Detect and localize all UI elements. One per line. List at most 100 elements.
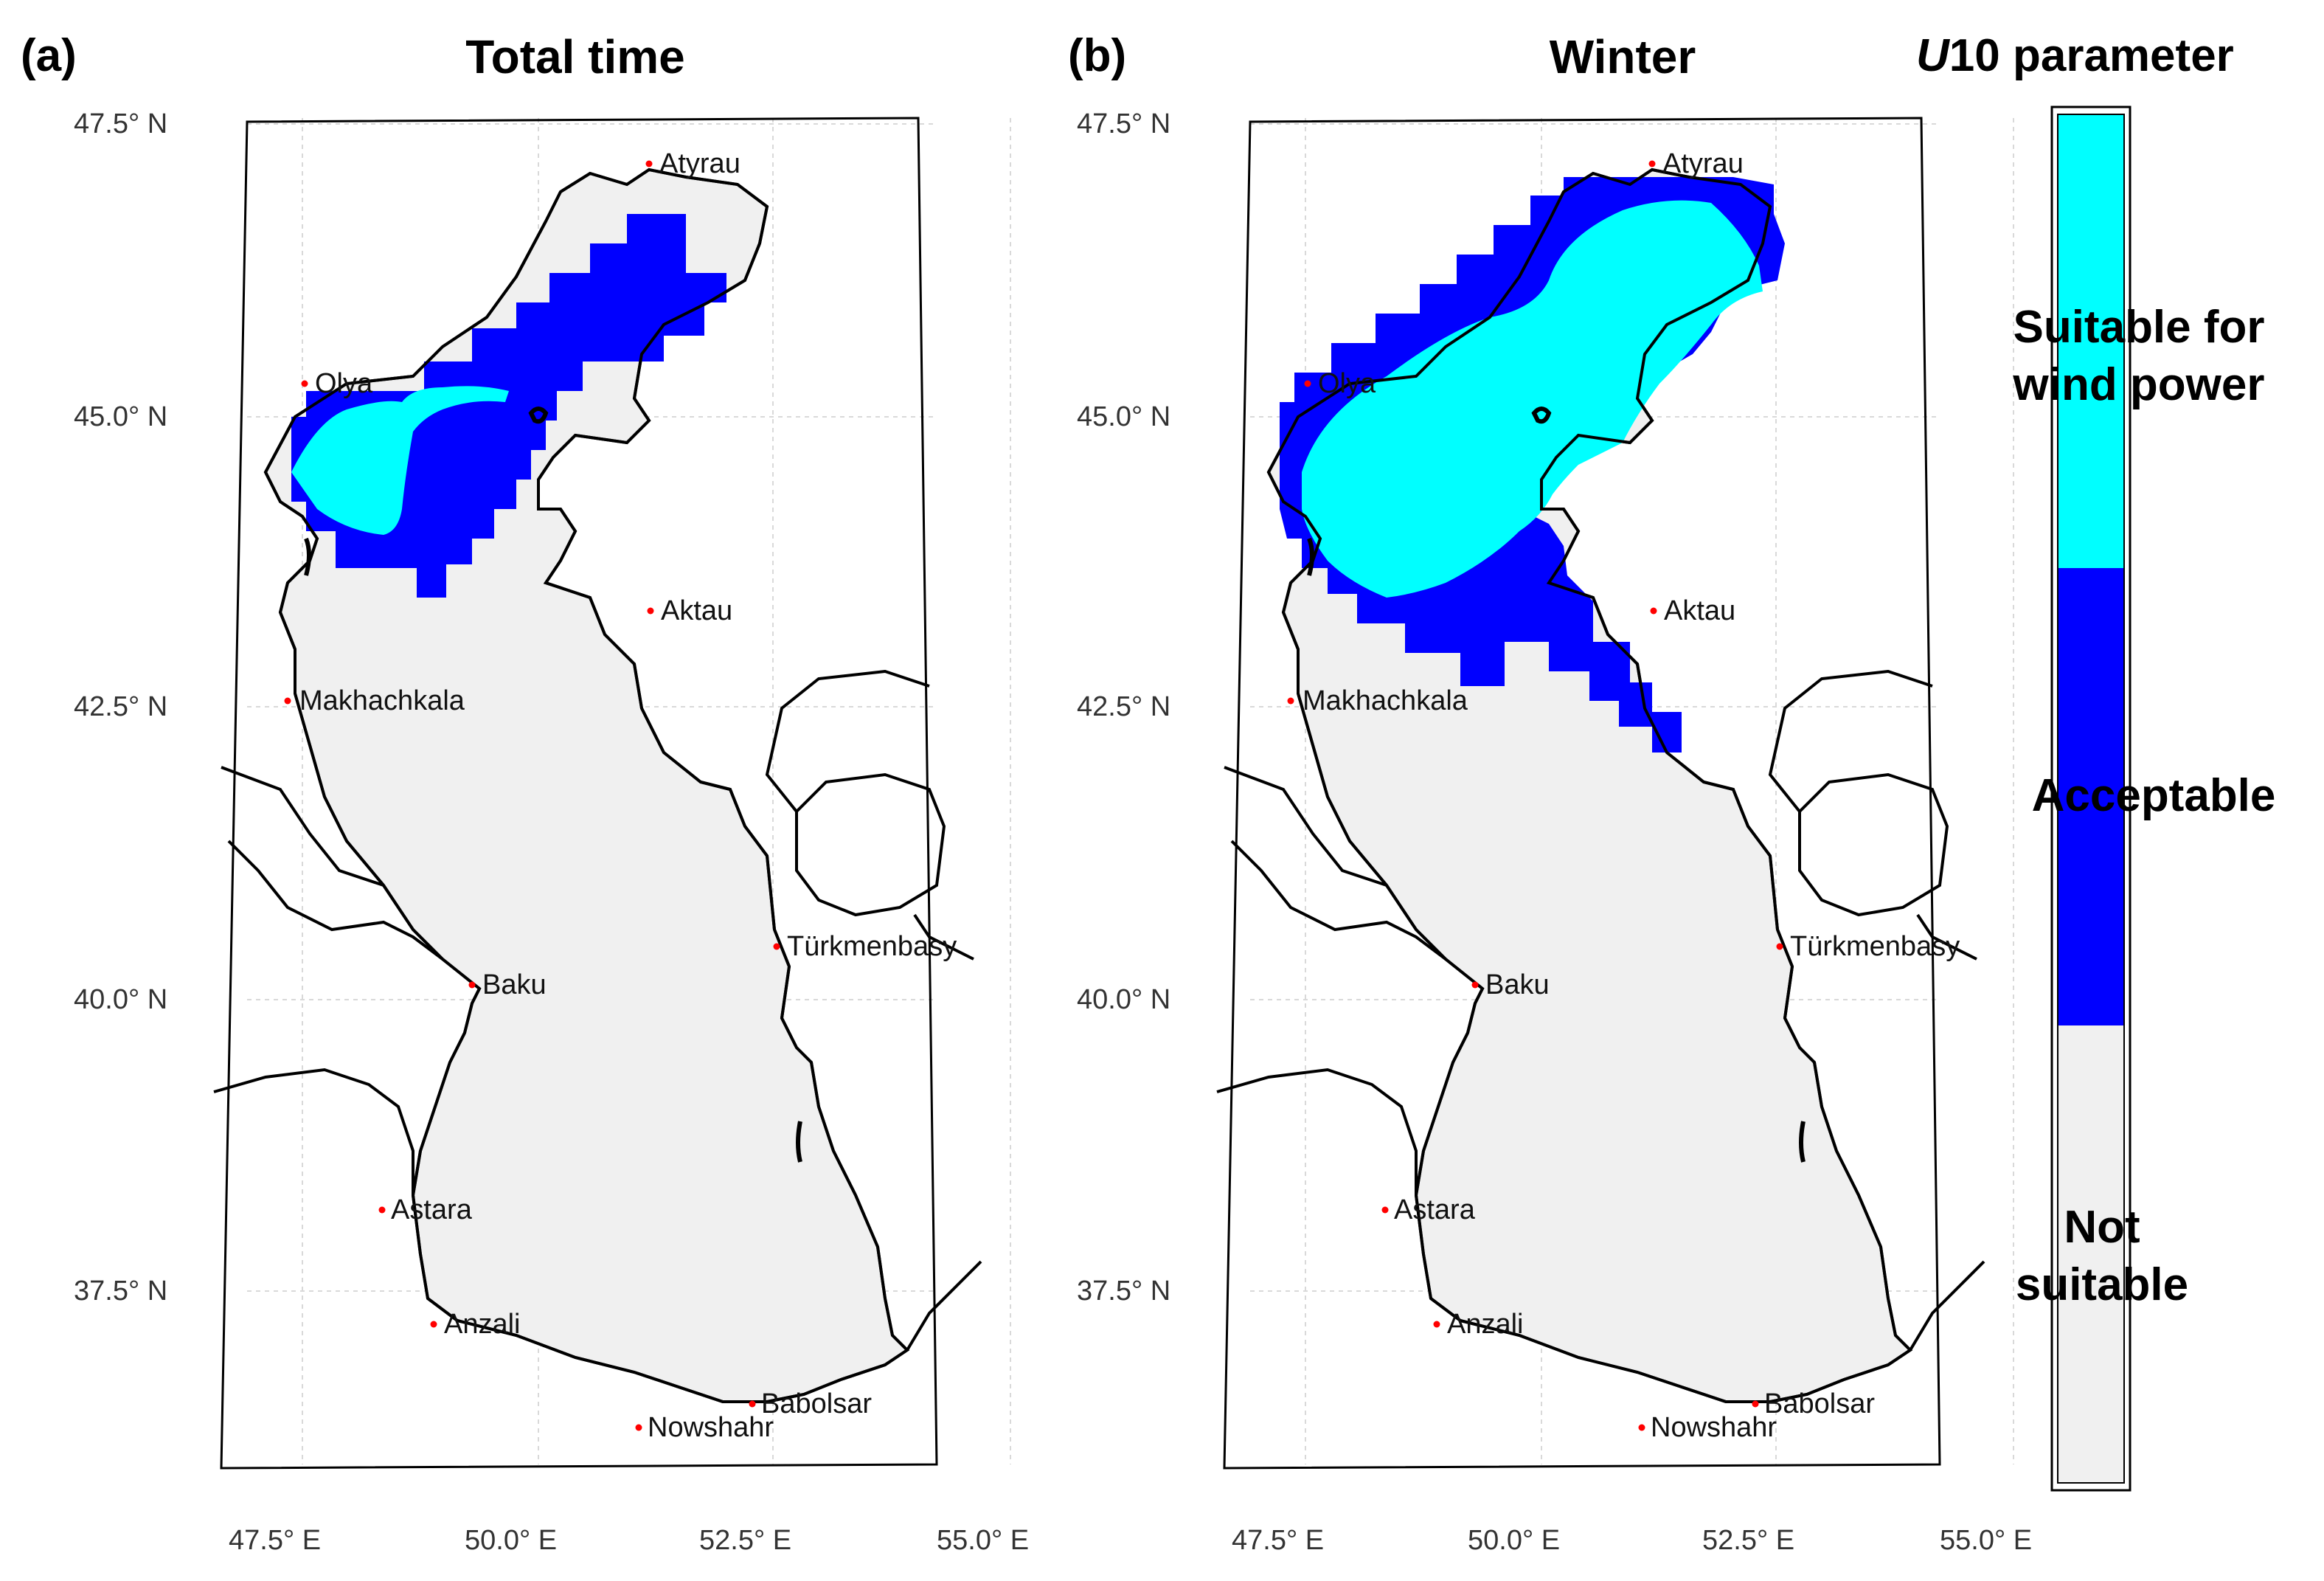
kara-bogaz-gol xyxy=(795,773,946,916)
city-label-atyrau: Atyrau xyxy=(1662,148,1744,179)
lat-label: 45.0° N xyxy=(1077,401,1170,432)
city-label-aktau: Aktau xyxy=(1664,595,1735,626)
land-border xyxy=(213,1068,414,1195)
map-frame xyxy=(220,117,938,1470)
city-marker xyxy=(749,1400,756,1408)
lon-label: 52.5° E xyxy=(699,1525,791,1556)
legend-colorbar xyxy=(2050,105,2132,1492)
city-label-trkmenbasy: Türkmenbasy xyxy=(1790,931,1960,962)
lat-label: 47.5° N xyxy=(1077,108,1170,139)
city-marker xyxy=(1648,160,1656,167)
legend-swatch-acceptable xyxy=(2058,568,2124,1025)
city-marker xyxy=(1304,380,1311,387)
map-panel-a: 47.5° N 45.0° N 42.5° N 40.0° N 37.5° N 47.5°… xyxy=(74,108,1029,1556)
land-border xyxy=(1909,1260,1985,1352)
land-border xyxy=(765,669,930,813)
city-marker xyxy=(1638,1424,1645,1431)
legend-label-suitable-line1: Suitable for xyxy=(2013,302,2265,353)
lat-label: 45.0° N xyxy=(74,401,167,432)
city-marker xyxy=(645,160,653,167)
legend-label-acceptable-line1: Acceptable xyxy=(2031,770,2276,821)
lat-label: 37.5° N xyxy=(1077,1276,1170,1307)
lon-label: 50.0° E xyxy=(465,1525,557,1556)
city-marker xyxy=(430,1321,437,1328)
city-label-nowshahr: Nowshahr xyxy=(648,1412,774,1443)
city-label-anzali: Anzali xyxy=(444,1309,521,1340)
city-marker xyxy=(1650,607,1657,615)
lon-label: 47.5° E xyxy=(229,1525,321,1556)
lat-label: 40.0° N xyxy=(74,984,167,1015)
city-label-olya: Olya xyxy=(1318,368,1376,399)
legend-title-italic: U xyxy=(1916,30,1949,81)
land-border xyxy=(1216,1068,1418,1195)
city-marker xyxy=(378,1206,386,1214)
panel-a-letter: (a) xyxy=(21,30,77,81)
city-label-baku: Baku xyxy=(1485,969,1550,1000)
legend-title: U10 parameter xyxy=(1916,30,2234,82)
lat-label: 42.5° N xyxy=(74,691,167,722)
city-label-makhachkala: Makhachkala xyxy=(1303,685,1468,716)
city-label-astara: Astara xyxy=(1394,1194,1476,1225)
legend-label-suitable-line2: wind power xyxy=(2013,359,2265,410)
legend-title-rest: 10 parameter xyxy=(1949,30,2234,81)
legend-label-suitable: Suitable for wind power xyxy=(1954,299,2323,413)
panel-a-title: Total time xyxy=(465,30,685,83)
suitable-zone xyxy=(1302,200,1763,598)
city-label-nowshahr: Nowshahr xyxy=(1651,1412,1777,1443)
city-label-olya: Olya xyxy=(315,368,373,399)
city-label-astara: Astara xyxy=(391,1194,473,1225)
kara-bogaz-gol xyxy=(1798,773,1949,916)
city-marker xyxy=(1381,1206,1389,1214)
city-label-baku: Baku xyxy=(482,969,547,1000)
city-marker xyxy=(1433,1321,1440,1328)
land-border xyxy=(1230,840,1447,961)
legend-label-not-suitable-line2: suitable xyxy=(2015,1259,2189,1310)
island xyxy=(1531,407,1552,424)
city-marker xyxy=(1287,697,1294,705)
map-panel-b: 47.5° N 45.0° N 42.5° N 40.0° N 37.5° N 47.5°… xyxy=(1077,108,2032,1556)
city-marker xyxy=(301,380,308,387)
legend-label-not-suitable-line1: Not xyxy=(2064,1202,2140,1253)
legend-frame xyxy=(2050,105,2132,1492)
city-label-aktau: Aktau xyxy=(661,595,732,626)
city-marker xyxy=(1471,981,1479,989)
city-marker xyxy=(468,981,476,989)
city-label-babolsar: Babolsar xyxy=(761,1388,872,1419)
island xyxy=(796,1121,802,1163)
city-label-anzali: Anzali xyxy=(1447,1309,1524,1340)
island xyxy=(1799,1121,1806,1163)
island xyxy=(304,537,311,576)
lon-label: 55.0° E xyxy=(1940,1525,2032,1556)
land-border xyxy=(1224,766,1387,887)
city-marker xyxy=(1752,1400,1759,1408)
city-marker xyxy=(647,607,654,615)
suitable-zone xyxy=(291,386,509,535)
legend-inner-frame xyxy=(2057,114,2125,1484)
city-marker xyxy=(773,943,780,950)
city-marker xyxy=(284,697,291,705)
city-label-makhachkala: Makhachkala xyxy=(299,685,465,716)
legend-swatch-suitable xyxy=(2058,114,2124,568)
island xyxy=(1307,537,1314,576)
city-marker xyxy=(635,1424,642,1431)
legend-swatch-not-suitable xyxy=(2058,1025,2124,1483)
lat-label: 37.5° N xyxy=(74,1276,167,1307)
legend-label-not-suitable: Not suitable xyxy=(1991,1199,2213,1313)
city-label-babolsar: Babolsar xyxy=(1764,1388,1875,1419)
lat-label: 47.5° N xyxy=(74,108,167,139)
island xyxy=(528,407,549,424)
lon-label: 47.5° E xyxy=(1232,1525,1324,1556)
map-frame xyxy=(1223,117,1941,1470)
city-label-atyrau: Atyrau xyxy=(659,148,740,179)
city-marker xyxy=(1776,943,1783,950)
city-label-trkmenbasy: Türkmenbasy xyxy=(787,931,957,962)
lon-label: 50.0° E xyxy=(1468,1525,1560,1556)
lon-label: 55.0° E xyxy=(937,1525,1029,1556)
land-border xyxy=(906,1260,982,1352)
lon-label: 52.5° E xyxy=(1702,1525,1794,1556)
land-border xyxy=(1768,669,1933,813)
lat-label: 40.0° N xyxy=(1077,984,1170,1015)
panel-b-title: Winter xyxy=(1549,30,1696,83)
land-border xyxy=(221,766,384,887)
